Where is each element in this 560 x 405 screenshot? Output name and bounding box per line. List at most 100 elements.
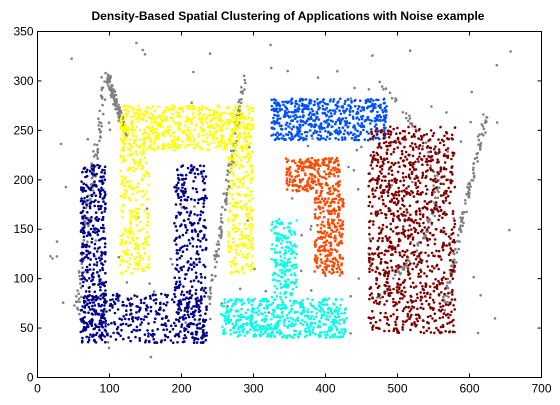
cluster-4-point xyxy=(280,137,284,140)
cluster-2-point xyxy=(149,137,152,141)
cluster-3-point xyxy=(278,329,282,332)
cluster-2-point xyxy=(218,117,222,120)
cluster-1-point xyxy=(178,276,181,280)
cluster-2-point xyxy=(123,122,127,125)
cluster-5-point xyxy=(296,164,299,167)
cluster-1-point xyxy=(79,230,83,233)
cluster-5-point xyxy=(334,182,338,186)
cluster-6-point xyxy=(438,214,441,218)
cluster-4-point xyxy=(293,117,297,121)
cluster-1-point xyxy=(185,248,189,251)
noise-point xyxy=(469,185,472,188)
cluster-4-point xyxy=(313,119,317,123)
cluster-1-point xyxy=(81,274,84,277)
cluster-1-point xyxy=(139,306,142,310)
cluster-2-point xyxy=(135,125,139,129)
cluster-1-point xyxy=(84,183,88,187)
cluster-1-point xyxy=(183,244,186,248)
cluster-4-point xyxy=(277,121,281,125)
cluster-6-point xyxy=(404,175,408,179)
noise-point xyxy=(98,109,101,113)
cluster-4-point xyxy=(329,109,332,112)
cluster-4-point xyxy=(284,123,288,126)
cluster-3-point xyxy=(276,235,279,239)
noise-point xyxy=(217,247,221,251)
cluster-1-point xyxy=(198,257,201,261)
cluster-2-point xyxy=(128,209,132,212)
cluster-2-point xyxy=(230,247,233,251)
cluster-1-point xyxy=(100,314,103,318)
cluster-1-point xyxy=(154,298,158,301)
noise-point xyxy=(215,255,218,258)
cluster-5-point xyxy=(313,168,317,171)
cluster-1-point xyxy=(174,203,178,206)
cluster-4-point xyxy=(370,104,373,108)
cluster-2-point xyxy=(121,133,125,137)
cluster-2-point xyxy=(138,256,142,260)
cluster-2-point xyxy=(240,233,243,237)
cluster-2-point xyxy=(216,129,219,132)
cluster-1-point xyxy=(194,176,197,179)
cluster-1-point xyxy=(205,334,208,337)
cluster-2-point xyxy=(186,126,189,130)
cluster-4-point xyxy=(356,122,360,125)
cluster-4-point xyxy=(292,114,295,118)
cluster-6-point xyxy=(386,287,389,291)
noise-point xyxy=(100,97,104,100)
cluster-5-point xyxy=(327,235,331,238)
cluster-1-point xyxy=(86,211,89,214)
cluster-3-point xyxy=(270,243,274,246)
cluster-4-point xyxy=(382,126,386,129)
cluster-2-point xyxy=(140,153,144,156)
cluster-2-point xyxy=(225,127,229,130)
cluster-2-point xyxy=(144,240,148,243)
cluster-1-point xyxy=(94,217,97,220)
cluster-2-point xyxy=(231,172,234,175)
cluster-2-point xyxy=(135,242,138,245)
cluster-4-point xyxy=(305,119,309,123)
cluster-2-point xyxy=(229,260,232,264)
cluster-4-point xyxy=(296,120,299,123)
cluster-3-point xyxy=(230,298,233,302)
cluster-2-point xyxy=(246,252,250,256)
cluster-1-point xyxy=(135,311,138,314)
cluster-4-point xyxy=(372,105,376,109)
cluster-4-point xyxy=(356,107,360,111)
cluster-3-point xyxy=(276,232,279,236)
cluster-2-point xyxy=(150,117,153,121)
cluster-1-point xyxy=(127,324,130,328)
cluster-2-point xyxy=(216,124,220,128)
noise-point xyxy=(463,199,467,202)
cluster-2-point xyxy=(143,237,147,240)
cluster-6-point xyxy=(451,277,455,281)
cluster-6-point xyxy=(403,294,406,298)
cluster-6-point xyxy=(451,210,455,213)
cluster-2-point xyxy=(186,128,189,132)
cluster-1-point xyxy=(202,320,205,323)
cluster-1-point xyxy=(81,221,85,225)
cluster-6-point xyxy=(368,232,371,236)
cluster-3-point xyxy=(327,307,330,310)
cluster-1-point xyxy=(103,260,107,263)
cluster-3-point xyxy=(283,266,287,269)
noise-point xyxy=(76,300,79,303)
cluster-4-point xyxy=(351,110,355,113)
cluster-2-point xyxy=(122,105,125,108)
cluster-3-point xyxy=(270,223,274,226)
cluster-2-point xyxy=(186,143,189,147)
cluster-6-point xyxy=(367,256,371,260)
cluster-5-point xyxy=(334,239,337,243)
cluster-1-point xyxy=(118,317,121,321)
cluster-2-point xyxy=(251,261,254,265)
cluster-6-point xyxy=(414,181,417,185)
noise-point xyxy=(217,243,221,246)
cluster-2-point xyxy=(235,121,239,125)
cluster-2-point xyxy=(128,228,131,232)
noise-point xyxy=(112,103,115,106)
cluster-1-point xyxy=(173,288,177,292)
cluster-5-point xyxy=(304,160,307,163)
cluster-3-point xyxy=(325,303,329,306)
cluster-2-point xyxy=(162,142,165,146)
cluster-2-point xyxy=(251,254,254,258)
cluster-6-point xyxy=(401,255,404,259)
